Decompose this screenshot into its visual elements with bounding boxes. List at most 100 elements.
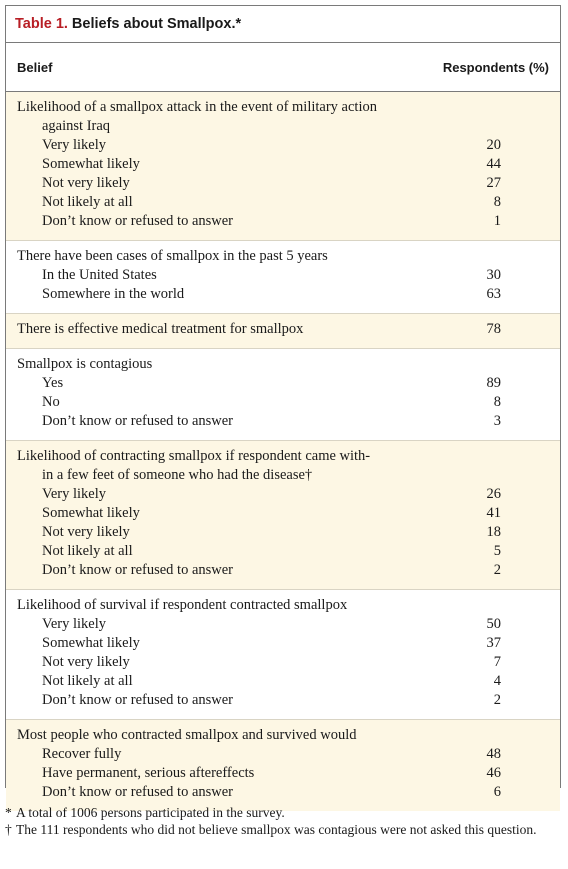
row-value: 27 <box>486 175 502 191</box>
table-row: There is effective medical treatment for… <box>6 320 560 339</box>
table-row: Have permanent, serious aftereffects 46 <box>6 764 560 783</box>
question-text: Likelihood of contracting smallpox if re… <box>17 448 371 464</box>
table-number: Table 1. <box>15 16 68 32</box>
table-row: Not very likely 18 <box>6 523 560 542</box>
row-label: No <box>42 394 60 410</box>
table-row: Somewhat likely 44 <box>6 155 560 174</box>
table-section: Smallpox is contagious Yes 89 No 8 Don’t know… <box>6 348 560 440</box>
table-row: Very likely 26 <box>6 485 560 504</box>
row-value: 44 <box>486 156 502 172</box>
row-value: 8 <box>493 394 501 410</box>
table-row: Not likely at all 8 <box>6 193 560 212</box>
row-label: Somewhat likely <box>42 635 140 651</box>
row-label: Not likely at all <box>42 543 133 559</box>
question-label: There have been cases of smallpox in the… <box>6 247 560 266</box>
row-value: 50 <box>486 616 502 632</box>
row-label: Very likely <box>42 486 107 502</box>
row-label: Recover fully <box>42 746 122 762</box>
table-row: Not likely at all 4 <box>6 672 560 691</box>
row-label: Don’t know or refused to answer <box>42 213 234 229</box>
table-row: Don’t know or refused to answer 1 <box>6 212 560 231</box>
table-row: No 8 <box>6 393 560 412</box>
row-value: 48 <box>486 746 502 762</box>
row-value: 8 <box>493 194 501 210</box>
footnote-text: The 111 respondents who did not believe … <box>16 822 537 837</box>
table-row: Recover fully 48 <box>6 745 560 764</box>
row-label: Not very likely <box>42 524 130 540</box>
table-title-text: Beliefs about Smallpox.* <box>71 16 242 32</box>
row-label: Don’t know or refused to answer <box>42 784 234 800</box>
row-label: Very likely <box>42 137 107 153</box>
table-row: Somewhat likely 41 <box>6 504 560 523</box>
table-header: Belief Respondents (%) <box>6 43 560 92</box>
row-label: Yes <box>42 375 64 391</box>
row-value: 7 <box>493 654 501 670</box>
row-value: 37 <box>486 635 502 651</box>
row-value: 41 <box>486 505 502 521</box>
row-value: 18 <box>486 524 502 540</box>
table-row: In the United States 30 <box>6 266 560 285</box>
row-label: Somewhere in the world <box>42 286 185 302</box>
row-label: Somewhat likely <box>42 156 140 172</box>
row-label: Somewhat likely <box>42 505 140 521</box>
row-value: 1 <box>493 213 501 229</box>
question-text: Likelihood of survival if respondent con… <box>17 597 348 613</box>
table-row: Not likely at all 5 <box>6 542 560 561</box>
question-label: Most people who contracted smallpox and … <box>6 726 560 745</box>
footnote-text: A total of 1006 persons participated in … <box>16 805 285 820</box>
footnote: * A total of 1006 persons participated in… <box>5 804 561 821</box>
question-text-continued: in a few feet of someone who had the dis… <box>42 467 313 483</box>
table-row: Yes 89 <box>6 374 560 393</box>
row-label: Don’t know or refused to answer <box>42 692 234 708</box>
row-label: Have permanent, serious aftereffects <box>42 765 255 781</box>
row-value: 4 <box>493 673 501 689</box>
table-section: Likelihood of survival if respondent con… <box>6 589 560 719</box>
row-label: Don’t know or refused to answer <box>42 413 234 429</box>
row-label: Not very likely <box>42 175 130 191</box>
table-row: Don’t know or refused to answer 2 <box>6 691 560 710</box>
table-row: Not very likely 27 <box>6 174 560 193</box>
question-text-continued: against Iraq <box>42 118 111 134</box>
footnote: † The 111 respondents who did not believe… <box>5 821 561 838</box>
question-label: Likelihood of contracting smallpox if re… <box>6 447 560 485</box>
table-row: Somewhere in the world 63 <box>6 285 560 304</box>
table-section: There have been cases of smallpox in the… <box>6 240 560 313</box>
row-label: Don’t know or refused to answer <box>42 562 234 578</box>
row-label: Very likely <box>42 616 107 632</box>
row-value: 78 <box>486 321 502 337</box>
question-text: Most people who contracted smallpox and … <box>17 727 357 743</box>
table-row: Somewhat likely 37 <box>6 634 560 653</box>
footnote-mark: * <box>5 805 12 820</box>
question-label: Smallpox is contagious <box>6 355 560 374</box>
question-text: Smallpox is contagious <box>17 356 153 372</box>
row-value: 5 <box>493 543 501 559</box>
table-section: There is effective medical treatment for… <box>6 313 560 348</box>
question-label: Likelihood of survival if respondent con… <box>6 596 560 615</box>
row-value: 2 <box>493 562 501 578</box>
column-header-respondents: Respondents (%) <box>442 59 549 75</box>
table-section: Likelihood of contracting smallpox if re… <box>6 440 560 589</box>
row-value: 2 <box>493 692 501 708</box>
row-value: 6 <box>493 784 501 800</box>
footnote-mark: † <box>5 822 12 837</box>
row-value: 46 <box>486 765 502 781</box>
table-row: Very likely 50 <box>6 615 560 634</box>
question-label: There is effective medical treatment for… <box>17 321 304 337</box>
table-row: Not very likely 7 <box>6 653 560 672</box>
table-body: Likelihood of a smallpox attack in the e… <box>6 92 560 811</box>
row-value: 30 <box>486 267 502 283</box>
table-section: Likelihood of a smallpox attack in the e… <box>6 92 560 240</box>
row-label: Not very likely <box>42 654 130 670</box>
table-row: Don’t know or refused to answer 2 <box>6 561 560 580</box>
question-label: Likelihood of a smallpox attack in the e… <box>6 98 560 136</box>
row-value: 63 <box>486 286 502 302</box>
row-label: In the United States <box>42 267 157 283</box>
table-row: Don’t know or refused to answer 3 <box>6 412 560 431</box>
table: Table 1. Beliefs about Smallpox.* Belief… <box>5 5 561 811</box>
row-value: 26 <box>486 486 502 502</box>
question-text: Likelihood of a smallpox attack in the e… <box>17 99 377 115</box>
row-value: 20 <box>486 137 502 153</box>
footnotes: * A total of 1006 persons participated in… <box>5 804 561 838</box>
table-title: Table 1. Beliefs about Smallpox.* <box>6 6 560 43</box>
question-text: There have been cases of smallpox in the… <box>17 248 328 264</box>
